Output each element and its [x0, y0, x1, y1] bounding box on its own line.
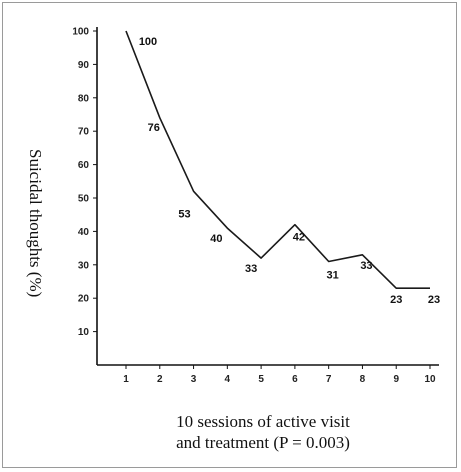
y-tick-label: 80 [78, 93, 90, 104]
x-tick-label: 10 [424, 374, 436, 385]
x-tick-label: 8 [360, 374, 366, 385]
data-label-2: 76 [148, 122, 160, 134]
x-axis-label-line2: and treatment (P = 0.003) [176, 433, 350, 452]
y-tick-label: 10 [78, 327, 90, 338]
y-tick-label: 70 [78, 127, 90, 138]
data-label-5: 33 [245, 263, 257, 275]
x-tick-label: 1 [123, 374, 129, 385]
data-label-6: 42 [293, 232, 305, 244]
y-tick-label: 50 [78, 194, 90, 205]
y-tick-label: 30 [78, 260, 90, 271]
data-label-1: 100 [139, 36, 157, 48]
x-tick-label: 2 [157, 374, 163, 385]
series-line [125, 30, 430, 289]
x-tick-label: 5 [258, 374, 264, 385]
data-label-7: 31 [327, 269, 339, 281]
x-axis-label-line1: 10 sessions of active visit [176, 412, 350, 431]
figure-frame: 10 20 30 40 50 60 70 80 90 100 1 2 3 4 5 6 7 8 9 10 100 76 53… [2, 2, 457, 468]
data-labels: 100 76 53 40 33 42 31 33 23 23 [139, 36, 440, 306]
y-tick-label: 100 [72, 27, 89, 38]
data-label-8: 33 [360, 260, 372, 272]
x-tick-label: 7 [326, 374, 332, 385]
axes [96, 27, 439, 366]
y-tick-label: 40 [78, 227, 90, 238]
data-label-9: 23 [390, 294, 402, 306]
x-tick-label: 9 [393, 374, 399, 385]
x-tick-label: 4 [225, 374, 231, 385]
y-tick-label: 90 [78, 60, 90, 71]
x-axis-label: 10 sessions of active visit and treatmen… [103, 411, 423, 453]
data-label-10: 23 [428, 294, 440, 306]
y-axis-label: Suicidal thoughts (%) [26, 148, 45, 298]
x-tick-label: 3 [191, 374, 197, 385]
y-tick-label: 60 [78, 160, 90, 171]
x-tick-label: 6 [292, 374, 298, 385]
data-label-4: 40 [210, 233, 222, 245]
data-label-3: 53 [178, 208, 190, 220]
y-tick-label: 20 [78, 294, 90, 305]
